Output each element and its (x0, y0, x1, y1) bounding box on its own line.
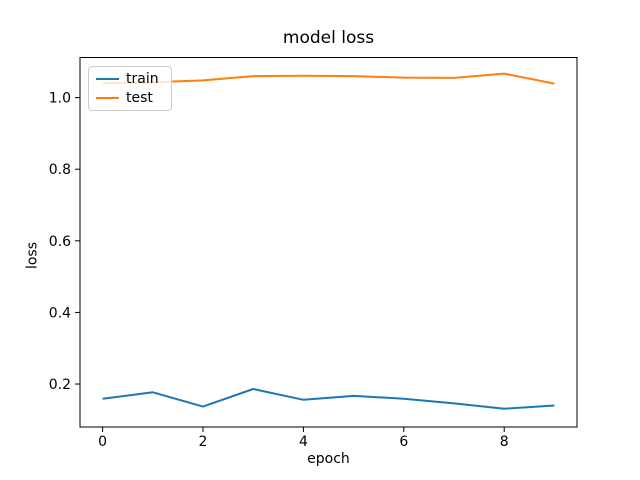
x-tick-label: 8 (500, 434, 509, 450)
x-axis-label: epoch (307, 451, 350, 467)
x-tick-label: 2 (199, 434, 208, 450)
y-tick-label: 0.2 (49, 377, 71, 393)
legend-item-train: train (96, 71, 165, 87)
y-axis-label-text: loss (24, 241, 40, 270)
chart-title: model loss (282, 28, 375, 48)
y-tick-label: 0.6 (49, 234, 71, 250)
x-tick-label: 4 (299, 434, 308, 450)
series-line-train (102, 388, 555, 410)
x-tick-label: 0 (98, 434, 107, 450)
y-tick-label: 0.4 (49, 305, 71, 321)
x-tick-label: 6 (399, 434, 408, 450)
legend: train test (88, 66, 172, 111)
test-line-swatch (96, 97, 119, 99)
legend-item-test: test (96, 90, 165, 106)
legend-label-test: test (126, 90, 153, 106)
series-line-test (102, 72, 555, 85)
y-tick-label: 0.8 (49, 162, 71, 178)
legend-label-train: train (126, 71, 159, 87)
y-tick-label: 1.0 (49, 91, 71, 107)
train-line-swatch (96, 78, 119, 80)
axes-spines (79, 57, 578, 428)
